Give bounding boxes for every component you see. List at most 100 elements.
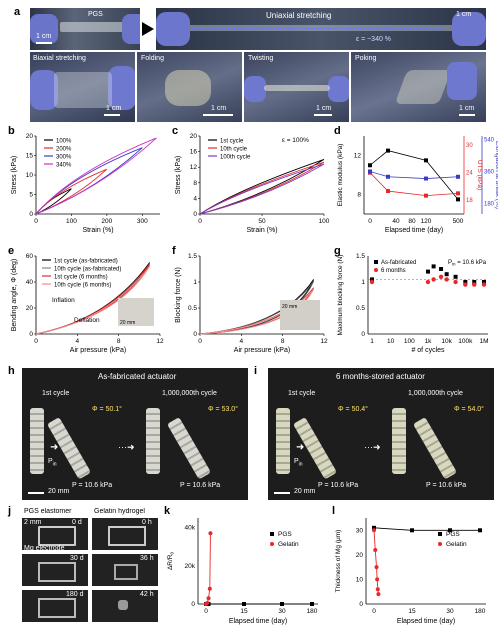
x-tick-label: 30 — [278, 608, 286, 615]
y-tick-label: 15 — [26, 153, 34, 160]
x-axis-label: Elapsed time (day) — [385, 227, 443, 234]
series-line — [369, 150, 459, 200]
pin-text: P — [48, 458, 53, 465]
data-point — [386, 148, 390, 153]
y-tick-label: 0 — [359, 601, 363, 608]
panel-label-c: c — [172, 125, 179, 137]
data-point — [472, 280, 477, 284]
gelatin-photo-1 — [92, 554, 158, 586]
y-tick-label: 40k — [185, 525, 196, 532]
x-tick-label: 100 — [66, 218, 77, 225]
y-tick-label: 8 — [193, 180, 197, 187]
series-line — [35, 147, 143, 215]
data-point — [370, 277, 374, 282]
x-tick-label: 30 — [446, 608, 454, 615]
y-tick-label: 1 — [361, 279, 365, 286]
data-point — [426, 269, 430, 274]
y-tick-label: 5 — [29, 192, 33, 199]
data-point — [372, 528, 376, 533]
pgs-label: PGS — [88, 11, 103, 18]
y-tick-label: 0 — [193, 331, 197, 338]
poking-photo: Poking 1 cm — [351, 52, 486, 122]
x-axis-label: Air pressure (kPa) — [70, 347, 126, 354]
legend-entry: As-fabricated — [381, 260, 416, 266]
y-tick-label: 10 — [26, 172, 34, 179]
chart-d: 0 40 80 120 500 8 12 18 24 30 180 360 540 Elapsed tim… — [337, 136, 498, 234]
legend-entry: 1st cycle (as-fabricated) — [54, 258, 118, 264]
phi-value-2: Φ = 54.0° — [454, 406, 484, 413]
x-tick-label: 120 — [421, 218, 432, 225]
legend-entry: 10th cycle — [220, 146, 248, 152]
scale-label: 1 cm — [456, 11, 472, 18]
x-tick-label: 100 — [404, 338, 415, 345]
data-point — [424, 176, 428, 181]
data-point — [453, 279, 458, 285]
legend-entry: 100th cycle — [220, 154, 251, 160]
pgs-photo-1 — [22, 554, 88, 586]
panel-label-d: d — [334, 125, 341, 137]
y-axis-label: ΔR/R0 — [167, 551, 175, 570]
y-tick-label: 20 — [26, 133, 34, 140]
series-line — [369, 171, 459, 179]
series-line — [199, 288, 315, 335]
panel-a-top-left-photo: PGS 1 cm — [30, 8, 140, 50]
chart-g: 1 10 100 1k 10k 100k 1M 0 0.5 1 1.5 As-fabricated 6 … — [337, 253, 489, 354]
y-tick-label: 1.5 — [188, 253, 197, 260]
x-tick-label: 0 — [198, 338, 202, 345]
legend-entry: 300% — [56, 154, 72, 160]
x-tick-label: 12 — [320, 338, 328, 345]
x-tick-label: 50 — [258, 218, 266, 225]
pgs-photo-2 — [22, 590, 88, 622]
pin-text: P — [294, 458, 299, 465]
x-axis-label: Strain (%) — [82, 227, 113, 234]
data-point — [424, 193, 428, 198]
panel-label-k: k — [164, 505, 171, 517]
chart-b: 0 100 200 300 0 5 10 15 20 Strain (%) Stress (kPa)… — [11, 133, 160, 234]
panel-label-l: l — [332, 505, 336, 517]
legend-entry: 340% — [56, 162, 72, 168]
y-right2-tick-label: 180 — [484, 201, 495, 207]
series-line — [35, 168, 108, 215]
data-point — [374, 565, 379, 570]
scale-label: 1 cm — [106, 105, 122, 112]
strain-label: ε = ~340 % — [356, 36, 392, 43]
y-tick-label: 0 — [191, 601, 195, 608]
series-line — [199, 161, 325, 215]
data-point — [375, 587, 380, 592]
x-tick-label: 8 — [117, 338, 121, 345]
data-point — [481, 282, 487, 287]
ellipsis-arrow-icon: ···➜ — [118, 442, 135, 452]
chart-c: 0 50 100 0 4 8 12 16 20 Strain (%) Stress (kPa) 1st… — [175, 133, 330, 234]
scale-bar — [274, 492, 290, 494]
panel-i-title: 6 months-stored actuator — [336, 372, 425, 381]
x-tick-label: 40 — [392, 218, 400, 225]
legend-swatch — [438, 532, 442, 536]
x-tick-label: 1 — [370, 338, 374, 345]
folding-label: Folding — [141, 55, 164, 62]
gelatin-photo-2 — [92, 590, 158, 622]
legend-swatch — [438, 542, 442, 546]
data-point — [431, 264, 436, 269]
scale-label: 1 cm — [316, 105, 332, 112]
legend-entry: Gelatin — [278, 541, 299, 548]
data-point — [368, 163, 372, 168]
x-tick-label: 300 — [137, 218, 148, 225]
y-tick-label: 20 — [356, 552, 364, 559]
gelatin-hydrogel-title: Gelatin hydrogel — [94, 508, 145, 515]
data-point — [425, 279, 431, 285]
hour-label-2: 42 h — [140, 591, 154, 598]
pgs-photo-0 — [22, 518, 88, 550]
scale-label: 2 mm — [24, 519, 42, 526]
legend-swatch — [374, 268, 378, 272]
data-point — [463, 282, 468, 287]
x-tick-label: 0 — [368, 218, 372, 225]
x-tick-label: 15 — [240, 608, 248, 615]
series-line — [35, 266, 151, 335]
pressure-label-1: P = 10.6 kPa — [72, 482, 113, 489]
y-tick-label: 0.5 — [188, 305, 197, 312]
y-tick-label: 8 — [357, 192, 361, 199]
day-label-1: 30 d — [70, 555, 84, 562]
twisting-photo: Twisting 1 cm — [244, 52, 349, 122]
data-point — [368, 169, 372, 174]
x-tick-label: 12 — [156, 338, 164, 345]
